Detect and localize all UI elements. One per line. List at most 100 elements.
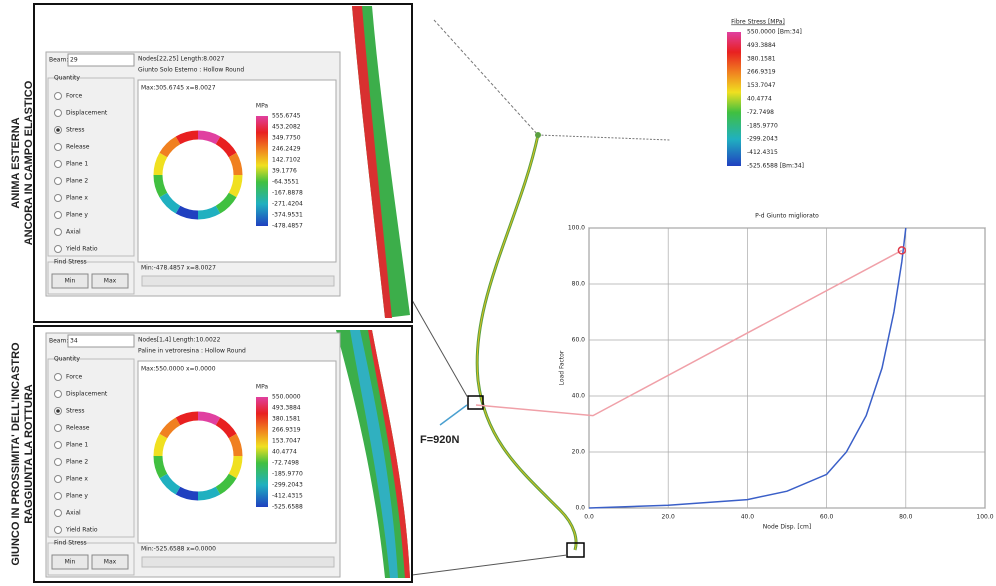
ring-segment	[198, 416, 218, 421]
option-label: Axial	[66, 510, 81, 517]
ring-segment	[158, 456, 163, 476]
radio	[55, 476, 62, 483]
fibre-legend-value: -185.9770	[747, 122, 778, 129]
radio	[55, 144, 62, 151]
y-tick-label: 100.0	[568, 225, 585, 232]
radio	[55, 212, 62, 219]
button-label: Max	[104, 278, 117, 285]
legend-value: 39.1776	[272, 168, 297, 175]
ring-segment	[178, 210, 198, 215]
ring-segment	[158, 436, 163, 456]
option-label: Force	[66, 93, 83, 100]
legend-value: -167.8878	[272, 190, 303, 197]
beam-label: Beam:	[49, 338, 68, 345]
legend-value: 153.7047	[272, 438, 301, 445]
y-axis-label: Load Factor	[559, 350, 566, 385]
y-tick-label: 40.0	[572, 393, 586, 400]
side-label-line: RAGGIUNTA LA ROTTURA	[23, 384, 35, 524]
x-tick-label: 100.0	[976, 514, 993, 521]
legend-value: -374.9531	[272, 212, 303, 219]
option-label: Stress	[66, 408, 84, 415]
y-tick-label: 60.0	[572, 337, 586, 344]
y-tick-label: 0.0	[575, 505, 585, 512]
legend-value: -412.4315	[272, 493, 303, 500]
max-text: Max:550.0000 x=0.0000	[141, 366, 216, 373]
radio	[55, 442, 62, 449]
side-label-line: GIUNCO IN PROSSIMITA' DELL'INCASTRO	[10, 342, 22, 566]
option-label: Force	[66, 374, 83, 381]
ring-segment	[233, 456, 238, 476]
option-label: Stress	[66, 127, 84, 134]
option-label: Plane y	[66, 493, 88, 500]
find-title: Find Stress	[54, 540, 87, 547]
option-label: Plane y	[66, 212, 88, 219]
section-text: Giunto Solo Esterno : Hollow Round	[138, 67, 244, 74]
radio	[55, 510, 62, 517]
legend-value: 266.9319	[272, 427, 301, 434]
beam-input	[68, 54, 134, 66]
page: F=920N ANIMA ESTERNA ANCORA IN CAMPO ELA…	[0, 0, 996, 586]
ring-segment	[158, 175, 163, 195]
fibre-legend-value: 40.4774	[747, 96, 772, 103]
legend-value: -64.3551	[272, 179, 299, 186]
plot-area	[589, 228, 985, 508]
min-text: Min:-525.6588 x=0.0000	[141, 546, 216, 553]
radio-dot	[56, 409, 60, 413]
fibre-legend-value: 153.7047	[747, 82, 776, 89]
fibre-legend-title: Fibre Stress [MPa]	[731, 19, 785, 26]
ring-segment	[178, 135, 198, 140]
beam-label: Beam:	[49, 57, 68, 64]
legend-value: 453.2082	[272, 124, 301, 131]
ring-segment	[158, 155, 163, 175]
unit-label: MPa	[256, 103, 269, 110]
radio	[55, 110, 62, 117]
fibre-legend-value: -299.2043	[747, 136, 778, 143]
force-label: F=920N	[420, 434, 459, 446]
radio	[55, 391, 62, 398]
option-label: Plane 2	[66, 178, 88, 185]
fibre-legend-value: 550.0000 [Bm:34]	[747, 29, 802, 36]
option-label: Plane x	[66, 195, 88, 202]
x-tick-label: 20.0	[662, 514, 676, 521]
option-label: Plane 2	[66, 459, 88, 466]
chart-title: P-d Giunto migliorato	[755, 213, 819, 220]
legend-value: 380.1581	[272, 416, 301, 423]
radio	[55, 178, 62, 185]
button-label: Min	[65, 559, 76, 566]
beam-value: 34	[70, 338, 78, 345]
legend-value: 142.7102	[272, 157, 301, 164]
legend-value: -525.6588	[272, 504, 303, 511]
ring-segment	[178, 491, 198, 496]
colorbar	[256, 397, 268, 507]
unit-label: MPa	[256, 384, 269, 391]
y-tick-label: 20.0	[572, 449, 586, 456]
radio	[55, 493, 62, 500]
legend-value: 550.0000	[272, 394, 301, 401]
legend-value: 246.2429	[272, 146, 301, 153]
ring-segment	[198, 491, 218, 496]
ring-segment	[233, 436, 238, 456]
nodes-text: Nodes[1,4] Length:10.0022	[138, 337, 221, 344]
legend-value: -271.4204	[272, 201, 303, 208]
option-label: Release	[66, 144, 90, 151]
ring-segment	[178, 416, 198, 421]
min-text: Min:-478.4857 x=8.0027	[141, 265, 216, 272]
fibre-legend-value: -525.6588 [Bm:34]	[747, 163, 804, 170]
beam-value: 29	[70, 57, 78, 64]
node	[535, 132, 541, 138]
y-tick-label: 80.0	[572, 281, 586, 288]
legend-value: -299.2043	[272, 482, 303, 489]
legend-value: -72.7498	[272, 460, 299, 467]
dialog: Beam:29Nodes[22,25] Length:8.0027Giunto …	[46, 52, 340, 296]
legend-value: 555.6745	[272, 113, 301, 120]
radio	[55, 93, 62, 100]
radio	[55, 425, 62, 432]
ring-segment	[233, 155, 238, 175]
radio-dot	[56, 128, 60, 132]
option-label: Displacement	[66, 391, 108, 398]
option-label: Plane 1	[66, 442, 88, 449]
quantity-title: Quantity	[54, 75, 80, 82]
option-label: Yield Ratio	[65, 246, 98, 253]
fibre-colorbar	[727, 32, 741, 166]
fibre-legend-value: -412.4315	[747, 149, 778, 156]
